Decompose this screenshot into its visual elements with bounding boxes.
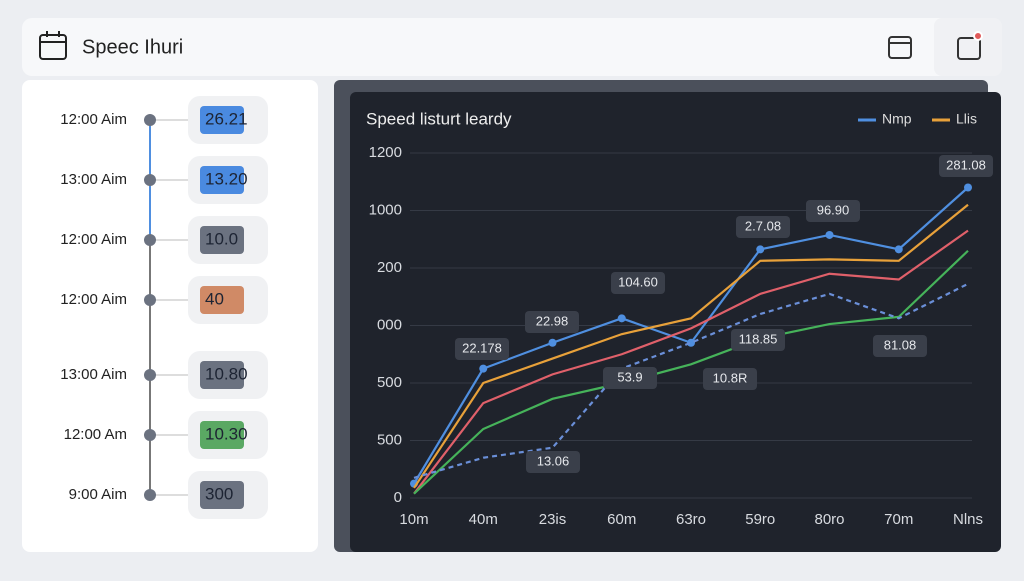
x-tick-label: 10m bbox=[399, 511, 428, 528]
badge-color bbox=[200, 106, 244, 134]
time-label: 12:00 Aim bbox=[60, 291, 127, 308]
x-tick-label: 23is bbox=[539, 511, 567, 528]
x-tick-label: Nlns bbox=[953, 511, 983, 528]
timeline-dot bbox=[144, 234, 156, 246]
time-label: 12:00 Aim bbox=[60, 231, 127, 248]
notification-button[interactable] bbox=[934, 18, 1002, 76]
badge-color bbox=[200, 421, 244, 449]
annotation: 13.06 bbox=[537, 453, 570, 468]
time-label: 13:00 Aim bbox=[60, 171, 127, 188]
x-tick-label: 40m bbox=[469, 511, 498, 528]
time-label: 12:00 Aim bbox=[60, 111, 127, 128]
annotation: 22.98 bbox=[536, 313, 569, 328]
header-bar bbox=[22, 18, 1002, 76]
annotation-box bbox=[525, 311, 579, 333]
badge-value: 26.21 bbox=[205, 109, 248, 128]
annotation: 118.85 bbox=[739, 331, 778, 346]
y-tick-label: 200 bbox=[377, 259, 402, 276]
annotation: 104.60 bbox=[618, 274, 658, 289]
y-tick-label: 1000 bbox=[369, 201, 402, 218]
annotation-box bbox=[806, 200, 860, 222]
annotation-box bbox=[939, 155, 993, 177]
badge-color bbox=[200, 226, 244, 254]
calendar-icon bbox=[39, 31, 67, 60]
annotation-box bbox=[703, 368, 757, 390]
y-tick-label: 0 bbox=[394, 489, 402, 506]
time-label: 13:00 Aim bbox=[60, 366, 127, 383]
point bbox=[894, 245, 903, 254]
timeline-dot bbox=[144, 174, 156, 186]
badge-value: 300 bbox=[205, 484, 233, 503]
header-title: Speec Ihuri bbox=[82, 36, 183, 58]
point bbox=[756, 245, 765, 254]
annotation: 96.90 bbox=[817, 202, 850, 217]
timeline-dot bbox=[144, 429, 156, 441]
annotation-box bbox=[736, 216, 790, 238]
timeline-panel bbox=[22, 80, 318, 552]
point bbox=[825, 230, 834, 239]
annotation: 53.9 bbox=[617, 369, 642, 384]
annotation: 10.8R bbox=[713, 370, 748, 385]
badge-value: 10.30 bbox=[205, 424, 248, 443]
legend-label: Llis bbox=[956, 111, 977, 127]
y-tick-label: 500 bbox=[377, 374, 402, 391]
notification-icon bbox=[957, 31, 983, 60]
badge-color bbox=[200, 286, 244, 314]
timeline-dot bbox=[144, 489, 156, 501]
y-tick-label: 1200 bbox=[369, 144, 402, 161]
annotation-box bbox=[731, 329, 785, 351]
series-line bbox=[413, 203, 969, 489]
series-line bbox=[413, 249, 969, 495]
calendar-button[interactable] bbox=[888, 36, 912, 59]
timeline-dot bbox=[144, 294, 156, 306]
legend-label: Nmp bbox=[882, 111, 912, 127]
point bbox=[687, 338, 695, 347]
timeline-dot bbox=[144, 369, 156, 381]
annotation-box bbox=[526, 451, 580, 473]
point bbox=[548, 338, 557, 347]
badge-color bbox=[200, 481, 244, 509]
x-tick-label: 63ro bbox=[676, 511, 706, 528]
timeline-dot bbox=[144, 114, 156, 126]
badge-color bbox=[200, 166, 244, 194]
badge-value: 10.80 bbox=[205, 364, 248, 383]
time-label: 12:00 Am bbox=[64, 426, 127, 443]
point bbox=[479, 364, 488, 373]
time-label: 9:00 Aim bbox=[69, 486, 127, 503]
series-line bbox=[413, 282, 969, 479]
annotation-box bbox=[455, 338, 509, 360]
y-tick-label: 000 bbox=[377, 316, 402, 333]
annotation: 22.178 bbox=[462, 340, 502, 355]
badge-color bbox=[200, 361, 244, 389]
annotation-box bbox=[611, 272, 665, 294]
point bbox=[617, 314, 626, 323]
badge-value: 13.20 bbox=[205, 169, 248, 188]
badge-value: 40 bbox=[205, 289, 224, 308]
x-tick-label: 80ro bbox=[814, 511, 844, 528]
x-tick-label: 70m bbox=[884, 511, 913, 528]
annotation: 281.08 bbox=[946, 157, 986, 172]
annotation: 2.7.08 bbox=[745, 218, 781, 233]
chart-title: Speed listurt leardy bbox=[366, 109, 512, 128]
annotation-box bbox=[603, 367, 657, 389]
x-tick-label: 60m bbox=[607, 511, 636, 528]
point bbox=[964, 183, 972, 192]
y-tick-label: 500 bbox=[377, 431, 402, 448]
x-tick-label: 59ro bbox=[745, 511, 775, 528]
annotation: 81.08 bbox=[884, 337, 917, 352]
badge-value: 10.0 bbox=[205, 229, 238, 248]
series-line bbox=[413, 229, 969, 495]
annotation-box bbox=[873, 335, 927, 357]
